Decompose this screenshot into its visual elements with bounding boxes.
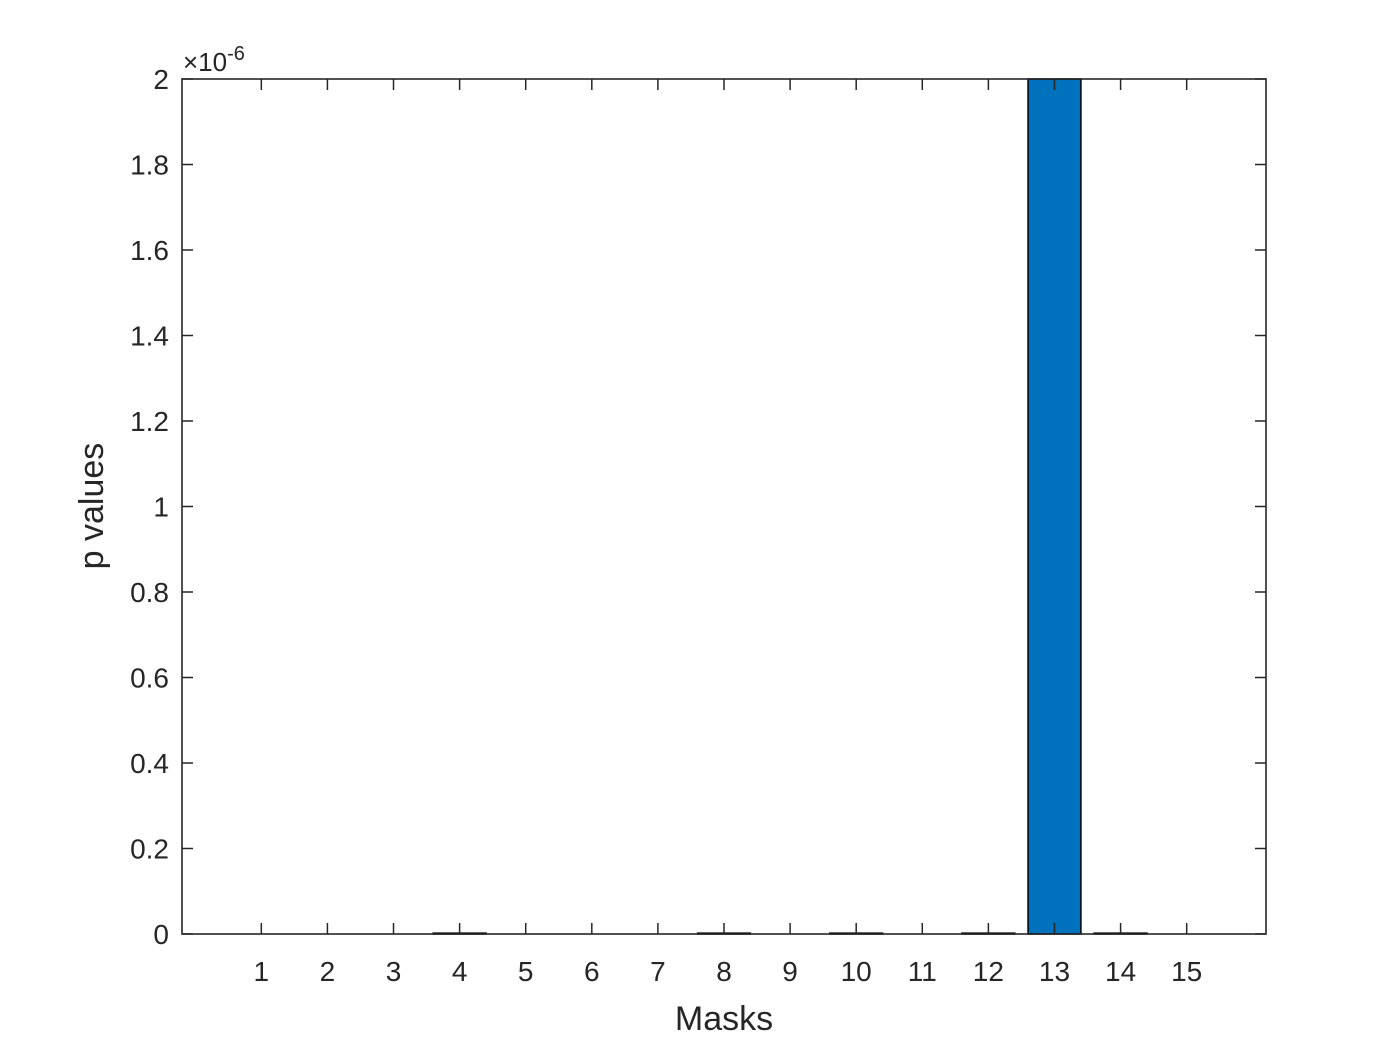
x-tick-label: 1 [254, 956, 270, 987]
x-tick-label: 9 [782, 956, 798, 987]
y-axis-label: p values [73, 443, 111, 570]
y-tick-label: 0.6 [130, 663, 169, 694]
x-tick-label: 7 [650, 956, 666, 987]
x-tick-label: 5 [518, 956, 534, 987]
x-tick-label: 6 [584, 956, 600, 987]
x-tick-label: 13 [1039, 956, 1070, 987]
x-tick-labels: 1 2 3 4 5 6 7 8 9 10 11 12 13 14 15 [254, 956, 1203, 987]
x-tick-label: 10 [841, 956, 872, 987]
x-tick-label: 2 [320, 956, 336, 987]
y-tick-label: 0.8 [130, 577, 169, 608]
y-tick-label: 1.8 [130, 150, 169, 181]
x-axis-label: Masks [675, 1000, 773, 1038]
x-tick-label: 3 [386, 956, 402, 987]
bars-group [432, 78, 1148, 935]
x-tick-label: 11 [908, 956, 937, 987]
y-tick-label: 1 [153, 492, 169, 523]
y-tick-label: 1.2 [130, 406, 169, 437]
y-tick-label: 0 [153, 919, 169, 950]
y-tick-labels: 0 0.2 0.4 0.6 0.8 1 1.2 1.4 1.6 1.8 2 [130, 64, 169, 950]
y-exponent-label: ×10-6 [183, 43, 245, 77]
axes-box [181, 78, 1267, 935]
x-tick-label: 12 [973, 956, 1004, 987]
y-tick-label: 0.2 [130, 834, 169, 865]
x-tick-label: 14 [1105, 956, 1136, 987]
x-tick-label: 15 [1171, 956, 1202, 987]
bar-mask-13 [1027, 78, 1082, 935]
y-tick-label: 1.6 [130, 235, 169, 266]
y-tick-label: 1.4 [130, 321, 169, 352]
x-tick-label: 8 [716, 956, 732, 987]
y-tick-label: 0.4 [130, 748, 169, 779]
ticks-group [182, 78, 1266, 935]
x-tick-label: 4 [452, 956, 468, 987]
y-tick-label: 2 [153, 64, 169, 95]
